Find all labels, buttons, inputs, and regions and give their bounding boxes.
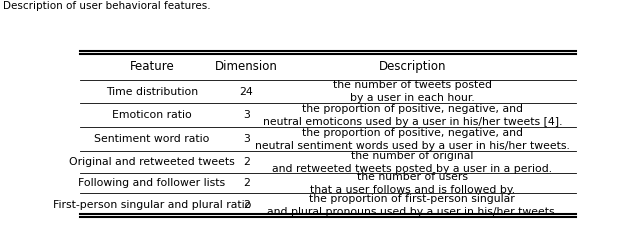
Text: Description of user behavioral features.: Description of user behavioral features. bbox=[3, 1, 211, 11]
Text: 3: 3 bbox=[243, 110, 250, 120]
Text: the number of original
and retweeted tweets posted by a user in a period.: the number of original and retweeted twe… bbox=[272, 151, 552, 174]
Text: the proportion of positive, negative, and
neutral emoticons used by a user in hi: the proportion of positive, negative, an… bbox=[262, 104, 562, 127]
Text: 2: 2 bbox=[243, 200, 250, 210]
Text: Feature: Feature bbox=[129, 61, 174, 73]
Text: 24: 24 bbox=[239, 87, 253, 97]
Text: Description: Description bbox=[379, 61, 446, 73]
Text: the proportion of positive, negative, and
neutral sentiment words used by a user: the proportion of positive, negative, an… bbox=[255, 128, 570, 151]
Text: 2: 2 bbox=[243, 178, 250, 188]
Text: Dimension: Dimension bbox=[215, 61, 278, 73]
Text: 2: 2 bbox=[243, 157, 250, 167]
Text: the number of tweets posted
by a user in each hour.: the number of tweets posted by a user in… bbox=[333, 80, 492, 103]
Text: 3: 3 bbox=[243, 134, 250, 144]
Text: First-person singular and plural ratio: First-person singular and plural ratio bbox=[52, 200, 251, 210]
Text: Sentiment word ratio: Sentiment word ratio bbox=[94, 134, 210, 144]
Text: Following and follower lists: Following and follower lists bbox=[78, 178, 225, 188]
Text: Time distribution: Time distribution bbox=[106, 87, 198, 97]
Text: Original and retweeted tweets: Original and retweeted tweets bbox=[69, 157, 235, 167]
Text: the number of users
that a user follows and is followed by.: the number of users that a user follows … bbox=[310, 172, 515, 195]
Text: Emoticon ratio: Emoticon ratio bbox=[112, 110, 192, 120]
Text: the proportion of first-person singular
and plural pronouns used by a user in hi: the proportion of first-person singular … bbox=[267, 194, 558, 217]
